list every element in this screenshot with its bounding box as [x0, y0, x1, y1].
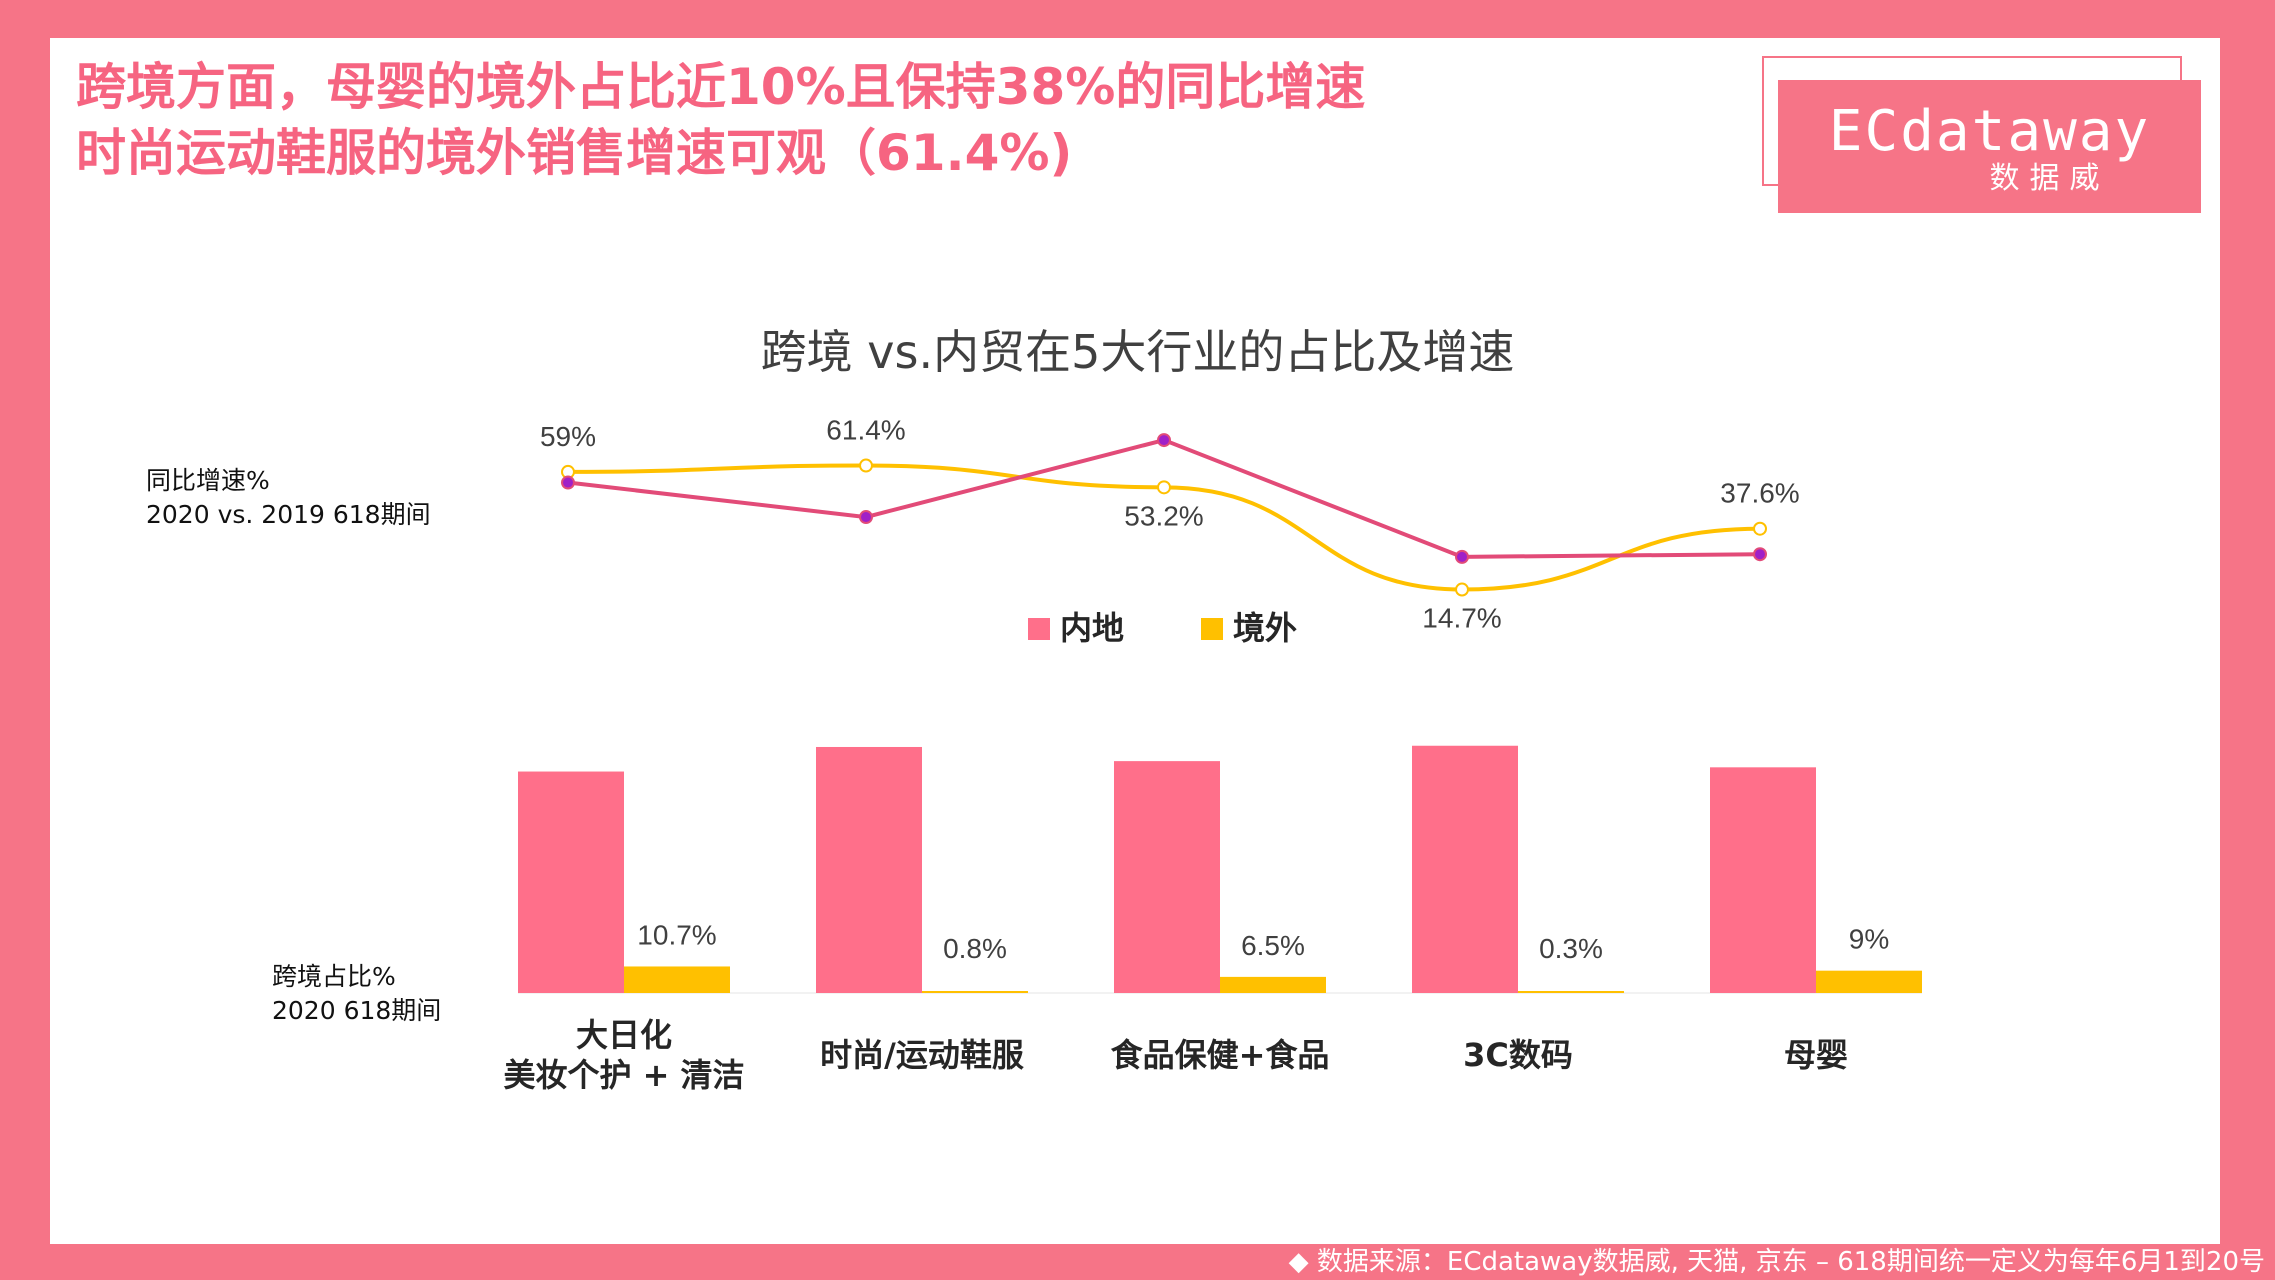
growth-label-line-2: 2020 vs. 2019 618期间 — [146, 500, 431, 529]
ecdataway-logo: ECdataway 数据威 — [1778, 80, 2201, 213]
bar-domestic-0 — [518, 771, 624, 993]
logo-name: ECdataway — [1828, 99, 2151, 164]
headline-line-1: 跨境方面，母婴的境外占比近10%且保持38%的同比增速 — [76, 58, 1366, 116]
bar-overseas-label-3: 0.3% — [1539, 933, 1603, 964]
bar-overseas-0 — [624, 966, 730, 993]
category-label-0-line-0: 大日化 — [576, 1016, 672, 1054]
bar-overseas-label-4: 9% — [1849, 924, 1889, 955]
share-label-line-1: 跨境占比% — [272, 962, 396, 991]
growth-label-line-1: 同比增速% — [146, 466, 270, 495]
bar-overseas-4 — [1816, 970, 1922, 993]
legend-swatch-domestic — [1028, 618, 1050, 640]
domestic-growth-point-2 — [1157, 433, 1171, 448]
overseas-growth-point-2 — [1157, 480, 1171, 495]
overseas-growth-label-2: 53.2% — [1124, 500, 1203, 531]
category-label-4: 母婴 — [1784, 1036, 1848, 1074]
bar-overseas-3 — [1518, 991, 1624, 993]
bar-overseas-label-0: 10.7% — [637, 919, 716, 950]
share-label-line-2: 2020 618期间 — [272, 996, 442, 1025]
legend-label-domestic: 内地 — [1060, 609, 1124, 647]
logo-subtitle: 数据威 — [1989, 161, 2110, 196]
domestic-growth-point-3 — [1455, 549, 1469, 564]
data-source-footer: ◆ 数据来源：ECdataway数据威, 天猫, 京东 – 618期间统一定义为… — [1288, 1247, 2265, 1277]
category-label-1: 时尚/运动鞋服 — [820, 1036, 1024, 1074]
category-label-2: 食品保健+食品 — [1111, 1036, 1330, 1074]
overseas-growth-point-3 — [1455, 582, 1469, 597]
overseas-growth-point-4 — [1753, 521, 1767, 536]
headline-line-2: 时尚运动鞋服的境外销售增速可观（61.4%) — [76, 124, 1073, 182]
domestic-growth-point-0 — [561, 475, 575, 490]
chart-title: 跨境 vs.内贸在5大行业的占比及增速 — [760, 325, 1515, 379]
domestic-growth-line — [567, 437, 1761, 559]
legend-label-overseas: 境外 — [1233, 609, 1297, 647]
bar-overseas-1 — [922, 991, 1028, 993]
bar-domestic-3 — [1412, 745, 1518, 993]
bar-overseas-label-2: 6.5% — [1241, 930, 1305, 961]
bar-domestic-2 — [1114, 761, 1220, 993]
growth-axis-label: 同比增速% 2020 vs. 2019 618期间 — [146, 464, 431, 532]
domestic-growth-point-4 — [1753, 547, 1767, 562]
slide-panel — [50, 38, 2220, 1244]
overseas-growth-point-1 — [859, 458, 873, 473]
share-axis-label: 跨境占比% 2020 618期间 — [272, 960, 441, 1028]
category-label-0-line-1: 美妆个护 + 清洁 — [503, 1056, 744, 1094]
bar-domestic-1 — [816, 746, 922, 993]
overseas-growth-label-3: 14.7% — [1422, 603, 1501, 634]
overseas-growth-label-1: 61.4% — [826, 415, 905, 446]
overseas-growth-label-4: 37.6% — [1720, 478, 1799, 509]
headline: 跨境方面，母婴的境外占比近10%且保持38%的同比增速 时尚运动鞋服的境外销售增… — [76, 54, 1365, 186]
category-label-3: 3C数码 — [1463, 1036, 1573, 1074]
bar-domestic-4 — [1710, 767, 1816, 993]
bar-overseas-2 — [1220, 976, 1326, 993]
overseas-growth-label-0: 59% — [540, 421, 596, 452]
overseas-growth-line — [567, 463, 1761, 592]
legend-swatch-overseas — [1201, 618, 1223, 640]
domestic-growth-point-1 — [859, 510, 873, 525]
bar-overseas-label-1: 0.8% — [943, 933, 1007, 964]
